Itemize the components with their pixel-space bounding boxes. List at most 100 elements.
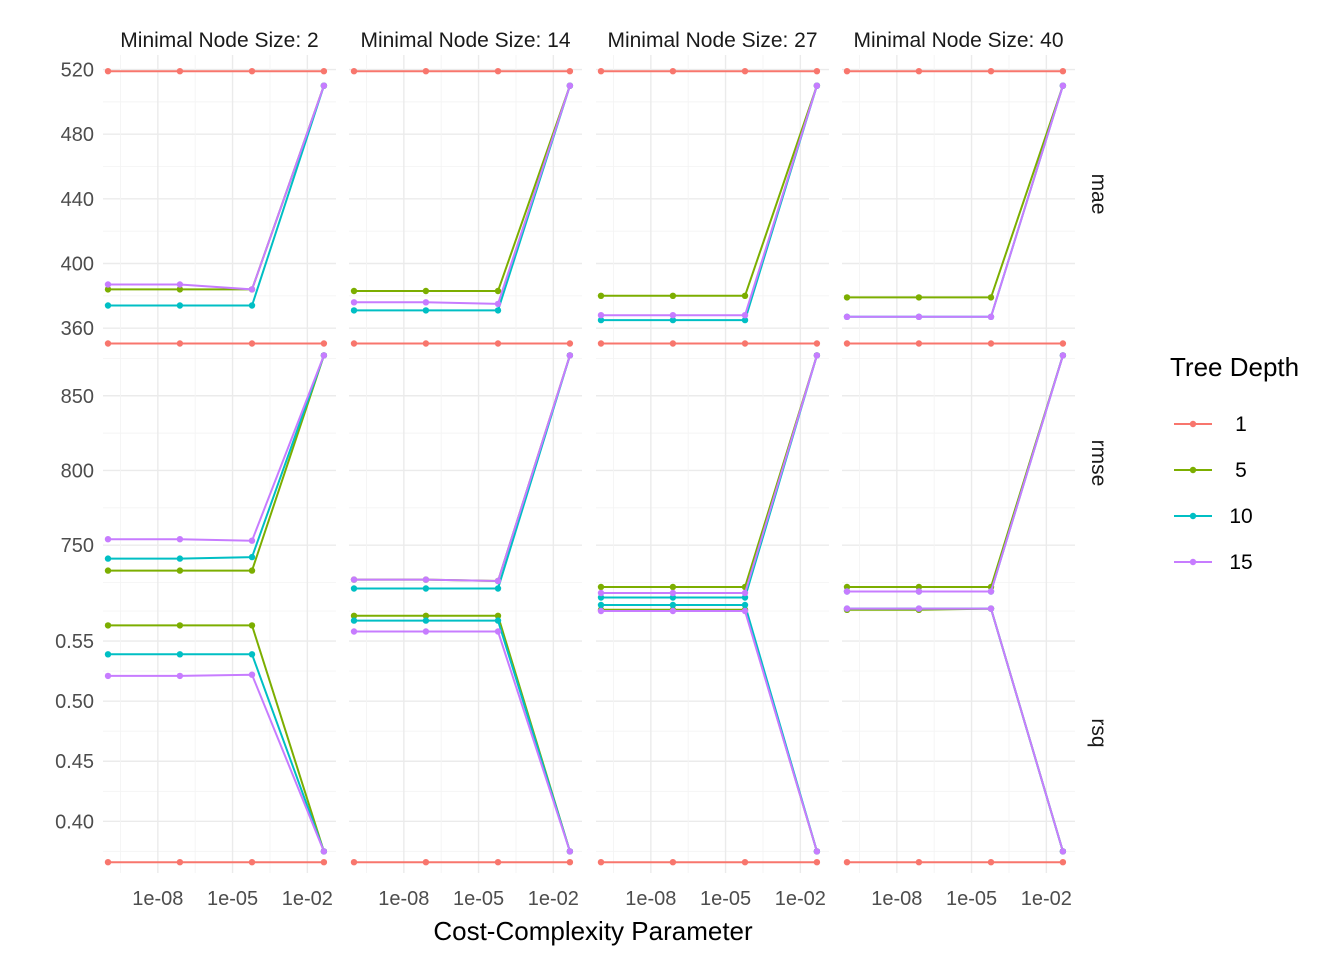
- series-line-depth-10: [108, 355, 325, 560]
- legend-item-15: 15: [1174, 551, 1253, 574]
- series-line-depth-15: [354, 355, 571, 583]
- y-tick-label: 800: [61, 461, 94, 483]
- column-strip-label: Minimal Node Size: 27: [607, 29, 817, 52]
- series-line-depth-10: [354, 85, 571, 312]
- data-point-depth-15: [248, 286, 256, 293]
- data-point-depth-15: [104, 281, 112, 288]
- series-line-depth-5: [847, 85, 1064, 299]
- x-tick-label: 1e-08: [378, 888, 429, 910]
- x-tick-label: 1e-08: [132, 888, 183, 910]
- data-point-depth-15: [350, 628, 358, 635]
- series-line-depth-5: [354, 355, 571, 583]
- y-tick-label: 360: [61, 318, 94, 340]
- series-line-depth-15: [847, 607, 1064, 852]
- data-point-depth-1: [813, 859, 821, 866]
- data-point-depth-5: [741, 292, 749, 299]
- data-point-depth-5: [669, 583, 677, 591]
- legend-title: Tree Depth: [1170, 352, 1299, 382]
- data-point-depth-15: [422, 576, 430, 583]
- series-line-depth-5: [847, 607, 1064, 852]
- x-axis-title: Cost-Complexity Parameter: [433, 916, 753, 946]
- data-point-depth-15: [741, 589, 749, 597]
- data-point-depth-15: [176, 672, 184, 680]
- data-point-depth-1: [669, 859, 677, 866]
- data-point-depth-5: [669, 292, 677, 299]
- legend-label: 5: [1235, 459, 1247, 482]
- data-point-depth-1: [1059, 340, 1067, 347]
- data-point-depth-5: [176, 286, 184, 293]
- data-point-depth-1: [915, 68, 923, 75]
- data-point-depth-10: [248, 553, 256, 561]
- data-point-depth-10: [597, 601, 605, 609]
- data-point-depth-1: [987, 859, 995, 866]
- data-point-depth-1: [104, 859, 112, 866]
- data-point-depth-1: [597, 68, 605, 75]
- data-point-depth-1: [987, 340, 995, 347]
- data-point-depth-10: [741, 594, 749, 601]
- data-point-depth-15: [597, 312, 605, 319]
- y-tick-label: 850: [61, 386, 94, 408]
- data-point-depth-15: [1059, 352, 1067, 359]
- data-point-depth-10: [669, 316, 677, 324]
- data-point-depth-1: [176, 68, 184, 75]
- data-point-depth-1: [176, 340, 184, 347]
- data-point-depth-15: [248, 671, 256, 678]
- data-point-depth-1: [741, 68, 749, 75]
- series-line-depth-15: [847, 85, 1064, 318]
- series-line-depth-15: [108, 673, 325, 852]
- data-point-depth-15: [987, 588, 995, 595]
- data-point-depth-15: [320, 82, 328, 89]
- data-point-depth-10: [422, 617, 430, 624]
- data-point-depth-10: [494, 617, 502, 624]
- data-point-depth-5: [104, 622, 112, 629]
- data-point-depth-1: [843, 340, 851, 347]
- data-point-depth-15: [915, 313, 923, 320]
- data-point-depth-1: [597, 859, 605, 866]
- data-point-depth-1: [350, 68, 358, 75]
- data-point-depth-15: [494, 577, 502, 585]
- data-point-depth-5: [350, 612, 358, 619]
- y-tick-label: 520: [61, 60, 94, 82]
- data-point-depth-1: [104, 68, 112, 75]
- data-point-depth-5: [350, 287, 358, 295]
- data-point-depth-15: [566, 82, 574, 89]
- data-point-depth-15: [843, 605, 851, 612]
- y-tick-label: 0.40: [55, 811, 94, 833]
- data-point-depth-15: [915, 605, 923, 612]
- series-line-depth-15: [354, 85, 571, 305]
- data-point-depth-5: [176, 622, 184, 629]
- data-point-depth-1: [915, 859, 923, 866]
- data-point-depth-10: [176, 302, 184, 309]
- data-point-depth-1: [494, 68, 502, 75]
- series-line-depth-10: [354, 355, 571, 590]
- data-point-depth-10: [350, 617, 358, 624]
- data-point-depth-15: [176, 281, 184, 288]
- x-tick-label: 1e-08: [625, 888, 676, 910]
- series-line-depth-5: [354, 614, 571, 852]
- legend-item-5: 5: [1174, 459, 1247, 482]
- data-point-depth-5: [915, 583, 923, 591]
- series-line-depth-5: [354, 85, 571, 292]
- data-point-depth-15: [987, 313, 995, 320]
- series-line-depth-15: [108, 355, 325, 542]
- legend-swatch-point: [1189, 466, 1197, 474]
- column-strip-label: Minimal Node Size: 40: [853, 29, 1063, 52]
- data-point-depth-1: [248, 340, 256, 347]
- data-point-depth-1: [494, 859, 502, 866]
- series-line-depth-10: [847, 607, 1064, 852]
- row-strip-label-mae: mae: [1087, 174, 1110, 215]
- data-point-depth-1: [176, 859, 184, 866]
- data-point-depth-15: [597, 607, 605, 615]
- data-point-depth-1: [422, 859, 430, 866]
- legend-swatch-point: [1189, 420, 1197, 428]
- series-line-depth-10: [108, 653, 325, 852]
- x-tick-label: 1e-08: [871, 888, 922, 910]
- data-point-depth-10: [104, 302, 112, 309]
- data-point-depth-1: [1059, 859, 1067, 866]
- grid-layer: [103, 55, 1075, 873]
- series-line-depth-10: [847, 355, 1064, 593]
- series-line-depth-15: [354, 630, 571, 852]
- data-point-depth-15: [987, 605, 995, 612]
